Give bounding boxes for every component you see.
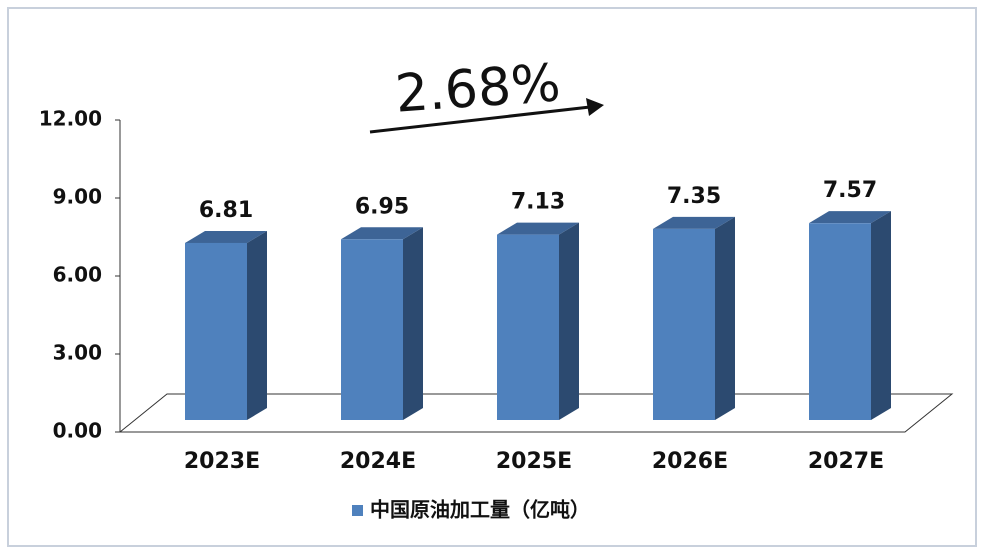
bar [341,239,403,420]
bar-top [497,222,579,235]
y-tick-label: 3.00 [53,341,102,365]
bar-top [653,216,735,229]
y-tick-label: 12.00 [39,107,102,131]
bar-top [341,227,423,240]
x-tick-label: 2025E [496,449,572,474]
bar-side [247,230,267,420]
bar [809,223,871,420]
bar-side [871,211,891,420]
arrow-head [586,98,604,116]
bar-side [403,227,423,420]
y-tick-label: 6.00 [53,263,102,287]
bar [497,234,559,420]
legend-label: 中国原油加工量（亿吨） [370,498,590,522]
value-label: 7.35 [667,184,721,209]
x-tick-label: 2024E [340,449,416,474]
bar-side [559,222,579,420]
bar [185,242,247,420]
growth-annotation: 2.68% [393,53,562,124]
x-tick-label: 2027E [808,449,884,474]
value-label: 7.13 [511,190,565,215]
x-tick-label: 2026E [652,449,728,474]
bar-side [715,216,735,420]
value-label: 6.81 [199,198,253,223]
bar [653,228,715,420]
x-tick-label: 2023E [184,449,260,474]
bar-top [185,230,267,243]
value-label: 7.57 [823,178,877,203]
value-label: 6.95 [355,194,409,219]
y-tick-label: 9.00 [53,185,102,209]
legend-swatch [352,505,363,516]
bar-top [809,211,891,224]
y-tick-label: 0.00 [53,419,102,443]
trend-arrow [369,105,591,134]
